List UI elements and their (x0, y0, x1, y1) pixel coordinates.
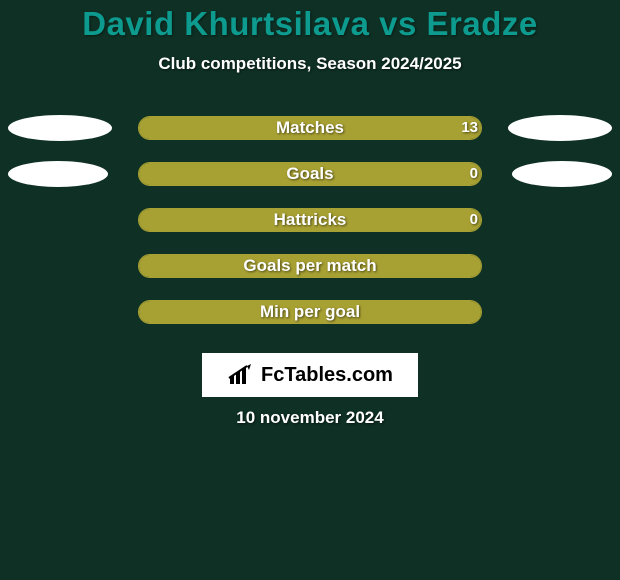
stat-row: Hattricks0 (0, 206, 620, 234)
bar-chart-icon (227, 364, 255, 386)
source-logo: FcTables.com (202, 353, 418, 397)
stat-row: Matches13 (0, 114, 620, 142)
stat-bar-track (138, 300, 482, 324)
stat-rows: Matches13 Goals0 Hattricks0 Goals per match… (0, 114, 620, 326)
left-indicator-ellipse (8, 115, 112, 141)
stat-row: Goals0 (0, 160, 620, 188)
date-text: 10 november 2024 (0, 408, 620, 428)
stat-bar-fill (139, 209, 481, 231)
left-indicator-ellipse (8, 161, 108, 187)
stat-bar-fill (139, 301, 481, 323)
comparison-infographic: David Khurtsilava vs Eradze Club competi… (0, 0, 620, 580)
page-title: David Khurtsilava vs Eradze (0, 0, 620, 42)
stat-bar-fill (139, 255, 481, 277)
stat-bar-fill (139, 163, 481, 185)
right-indicator-ellipse (508, 115, 612, 141)
stat-bar-track (138, 116, 482, 140)
stat-bar-track (138, 208, 482, 232)
right-indicator-ellipse (512, 161, 612, 187)
stat-bar-track (138, 162, 482, 186)
stat-row: Min per goal (0, 298, 620, 326)
stat-bar-fill (139, 117, 481, 139)
stat-row: Goals per match (0, 252, 620, 280)
page-subtitle: Club competitions, Season 2024/2025 (0, 54, 620, 74)
stat-bar-track (138, 254, 482, 278)
source-logo-text: FcTables.com (261, 364, 393, 387)
